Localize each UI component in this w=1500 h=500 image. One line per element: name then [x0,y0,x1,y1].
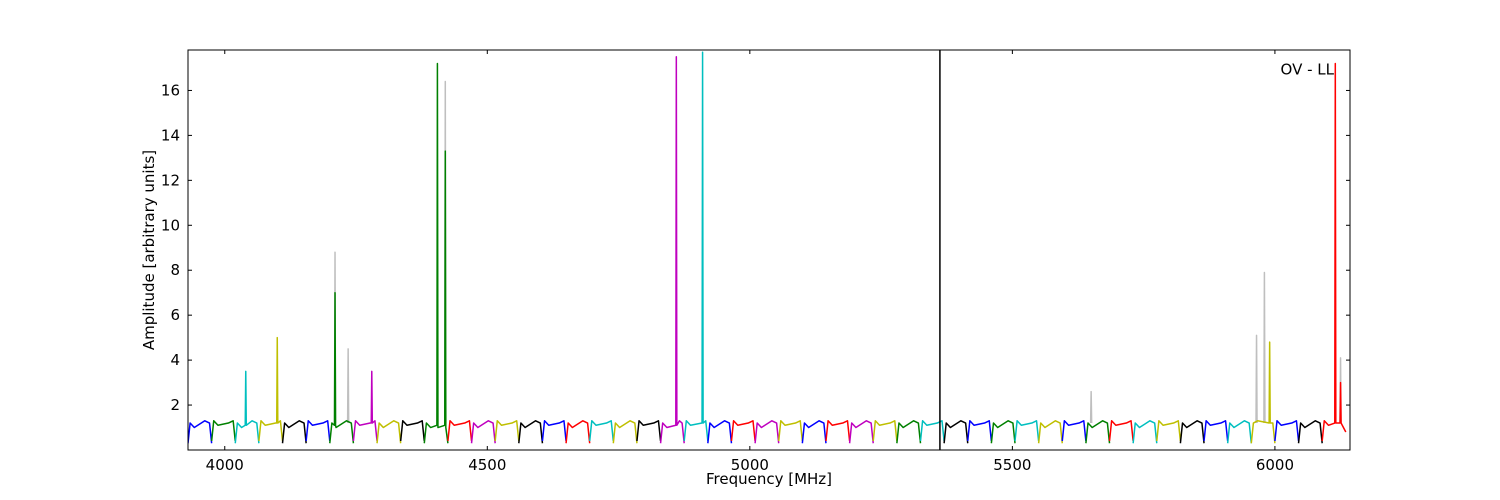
series-line [1297,420,1323,444]
y-tick-label: 10 [161,216,180,234]
series-line [943,420,969,444]
series-line [1061,420,1087,442]
y-tick-label: 12 [161,171,180,189]
series-line [612,420,638,444]
series-line [1108,420,1134,442]
annotation: OV - LL [1281,61,1335,79]
series-line [1085,420,1111,444]
series-line [754,420,780,444]
series-line [777,420,804,442]
y-tick-label: 4 [170,351,180,369]
series-line [1132,420,1158,444]
series-line [730,420,756,442]
series-line [333,80,1342,424]
series-line [234,370,260,444]
series-line [636,420,662,442]
series-line [896,420,922,444]
series-line [1250,341,1276,444]
series-line [399,420,426,442]
x-tick-label: 4500 [468,456,506,474]
x-tick-label: 5000 [731,456,769,474]
plot-area [188,50,1347,450]
series-line [518,420,544,444]
plot-frame [187,49,1351,451]
series-line [565,420,591,444]
series-line [966,420,993,442]
y-axis-label: Amplitude [arbitrary units] [140,150,158,350]
series-line [848,420,874,444]
series-line [1037,420,1064,444]
series-line [188,420,213,444]
series-line [1014,420,1040,442]
x-axis-label: Frequency [MHz] [706,470,832,488]
series-line [541,420,567,442]
series-line [423,62,449,444]
series-line [990,420,1016,444]
y-tick-label: 8 [170,261,180,279]
x-tick-label: 4000 [206,456,244,474]
series-line [494,420,520,442]
axes: 4000 4500 5000 5500 6000 2 4 6 8 10 12 14 16 [161,50,1350,474]
series-line [683,51,709,442]
series-line [1274,420,1300,442]
series-line [281,420,307,444]
series-line [376,420,402,444]
series-line [825,420,851,442]
x-tick-label: 5500 [993,456,1031,474]
x-tick-label: 6000 [1256,456,1294,474]
series-line [1156,420,1182,442]
y-tick-label: 6 [170,306,180,324]
series-line [447,420,473,442]
series-line [470,420,496,444]
series-line [919,420,945,442]
series-line [258,336,284,442]
series-line [707,420,733,444]
y-tick-label: 16 [161,81,180,99]
series-line [329,291,355,444]
series-line [872,420,898,442]
series-line [1203,420,1229,442]
series-line [659,55,685,444]
series-line [588,420,615,442]
series-line [352,370,378,442]
series-line [305,420,331,442]
y-tick-label: 14 [161,126,180,144]
series-line [801,420,827,444]
series-line [1321,62,1347,442]
series-line [210,420,237,442]
series-line [1179,420,1205,444]
y-tick-label: 2 [170,396,180,414]
series-line [1226,420,1253,444]
